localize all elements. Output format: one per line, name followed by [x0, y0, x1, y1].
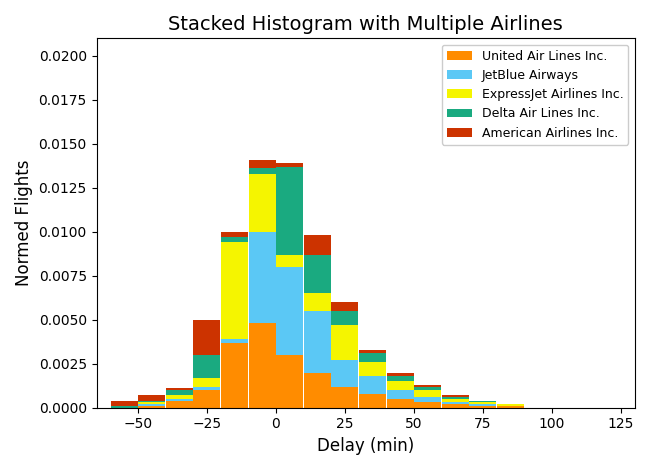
Bar	[469, 406, 497, 407]
Bar	[221, 232, 248, 237]
Bar	[442, 404, 469, 407]
Bar	[414, 390, 441, 397]
Bar	[138, 406, 165, 407]
Bar	[359, 394, 386, 407]
Bar	[304, 293, 331, 311]
Bar	[332, 387, 358, 407]
Bar	[359, 350, 386, 353]
Bar	[387, 390, 413, 399]
Bar	[442, 397, 469, 399]
Bar	[387, 399, 413, 407]
Bar	[332, 325, 358, 360]
Bar	[166, 399, 193, 401]
Bar	[414, 402, 441, 407]
Bar	[166, 388, 193, 390]
Bar	[387, 373, 413, 376]
Bar	[138, 404, 165, 406]
Bar	[194, 355, 220, 378]
Bar	[194, 320, 220, 355]
Bar	[414, 385, 441, 387]
Legend: United Air Lines Inc., JetBlue Airways, ExpressJet Airlines Inc., Delta Air Line: United Air Lines Inc., JetBlue Airways, …	[442, 45, 629, 145]
Y-axis label: Normed Flights: Normed Flights	[15, 160, 33, 286]
Bar	[248, 232, 276, 323]
Bar	[276, 355, 304, 407]
Bar	[442, 402, 469, 404]
Bar	[276, 255, 304, 267]
Bar	[276, 163, 304, 167]
Bar	[332, 311, 358, 325]
Bar	[304, 235, 331, 255]
Bar	[166, 390, 193, 395]
Bar	[497, 406, 524, 407]
Bar	[248, 160, 276, 169]
Bar	[304, 255, 331, 293]
Title: Stacked Histogram with Multiple Airlines: Stacked Histogram with Multiple Airlines	[168, 15, 563, 34]
Bar	[194, 378, 220, 387]
Bar	[304, 311, 331, 373]
Bar	[469, 404, 497, 406]
Bar	[276, 267, 304, 355]
Bar	[166, 401, 193, 407]
Bar	[359, 353, 386, 362]
Bar	[276, 167, 304, 255]
Bar	[332, 360, 358, 387]
Bar	[138, 401, 165, 402]
Bar	[166, 395, 193, 399]
Bar	[111, 401, 138, 406]
Bar	[414, 397, 441, 402]
Bar	[469, 401, 497, 402]
Bar	[138, 402, 165, 404]
Bar	[194, 390, 220, 407]
Bar	[387, 381, 413, 390]
Bar	[414, 387, 441, 390]
Bar	[304, 373, 331, 407]
Bar	[248, 169, 276, 174]
Bar	[387, 376, 413, 381]
Bar	[221, 339, 248, 343]
Bar	[221, 237, 248, 243]
Bar	[469, 402, 497, 404]
Bar	[442, 395, 469, 397]
Bar	[221, 243, 248, 339]
Bar	[111, 406, 138, 407]
Bar	[497, 404, 524, 406]
Bar	[359, 362, 386, 376]
Bar	[248, 174, 276, 232]
Bar	[332, 302, 358, 311]
Bar	[194, 387, 220, 390]
Bar	[221, 343, 248, 407]
Bar	[248, 323, 276, 407]
Bar	[138, 395, 165, 401]
Bar	[359, 376, 386, 394]
X-axis label: Delay (min): Delay (min)	[317, 437, 414, 455]
Bar	[442, 399, 469, 402]
